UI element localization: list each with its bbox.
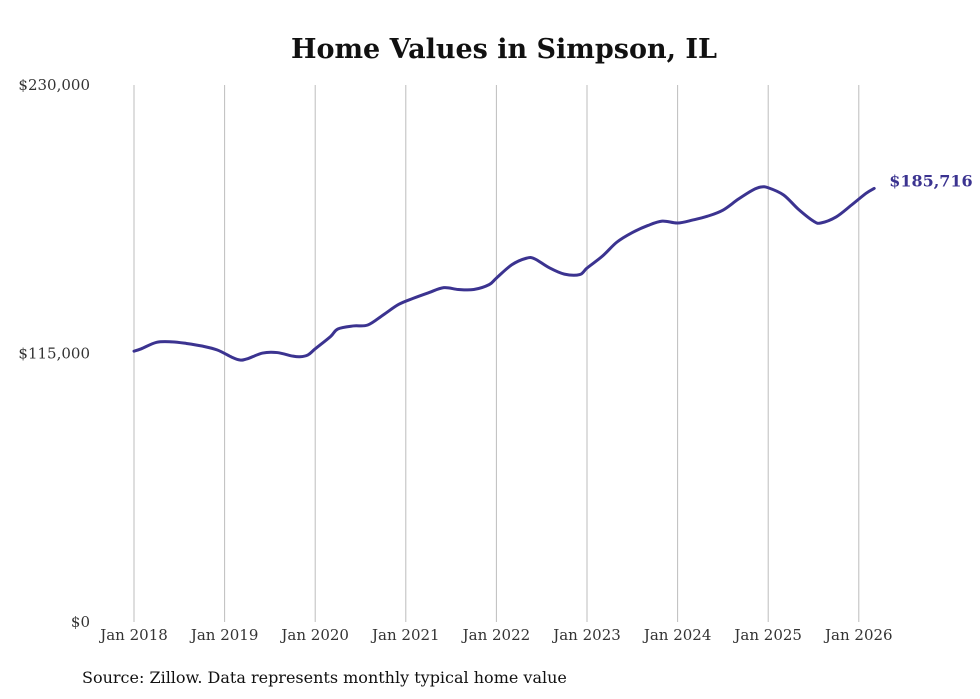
y-tick-label: $230,000 <box>18 76 90 94</box>
x-tick-label: Jan 2018 <box>98 626 168 644</box>
home-value-line <box>132 185 876 362</box>
gridlines <box>133 85 860 622</box>
x-tick-label: Jan 2026 <box>823 626 893 644</box>
x-tick-label: Jan 2023 <box>551 626 621 644</box>
x-axis: Jan 2018 Jan 2019 Jan 2020 Jan 2021 Jan 2022… <box>98 626 892 644</box>
source-note: Source: Zillow. Data represents monthly … <box>82 668 567 687</box>
y-tick-label: $115,000 <box>18 345 90 363</box>
x-tick-label: Jan 2025 <box>732 626 802 644</box>
x-tick-label: Jan 2024 <box>642 626 712 644</box>
y-tick-label: $0 <box>71 613 90 631</box>
x-tick-label: Jan 2021 <box>370 626 440 644</box>
latest-value-label: $185,716 <box>889 171 973 190</box>
chart-title: Home Values in Simpson, IL <box>291 34 717 65</box>
x-tick-label: Jan 2020 <box>279 626 349 644</box>
x-tick-label: Jan 2019 <box>189 626 259 644</box>
x-tick-label: Jan 2022 <box>461 626 531 644</box>
y-axis: $0 $115,000 $230,000 <box>18 76 90 631</box>
